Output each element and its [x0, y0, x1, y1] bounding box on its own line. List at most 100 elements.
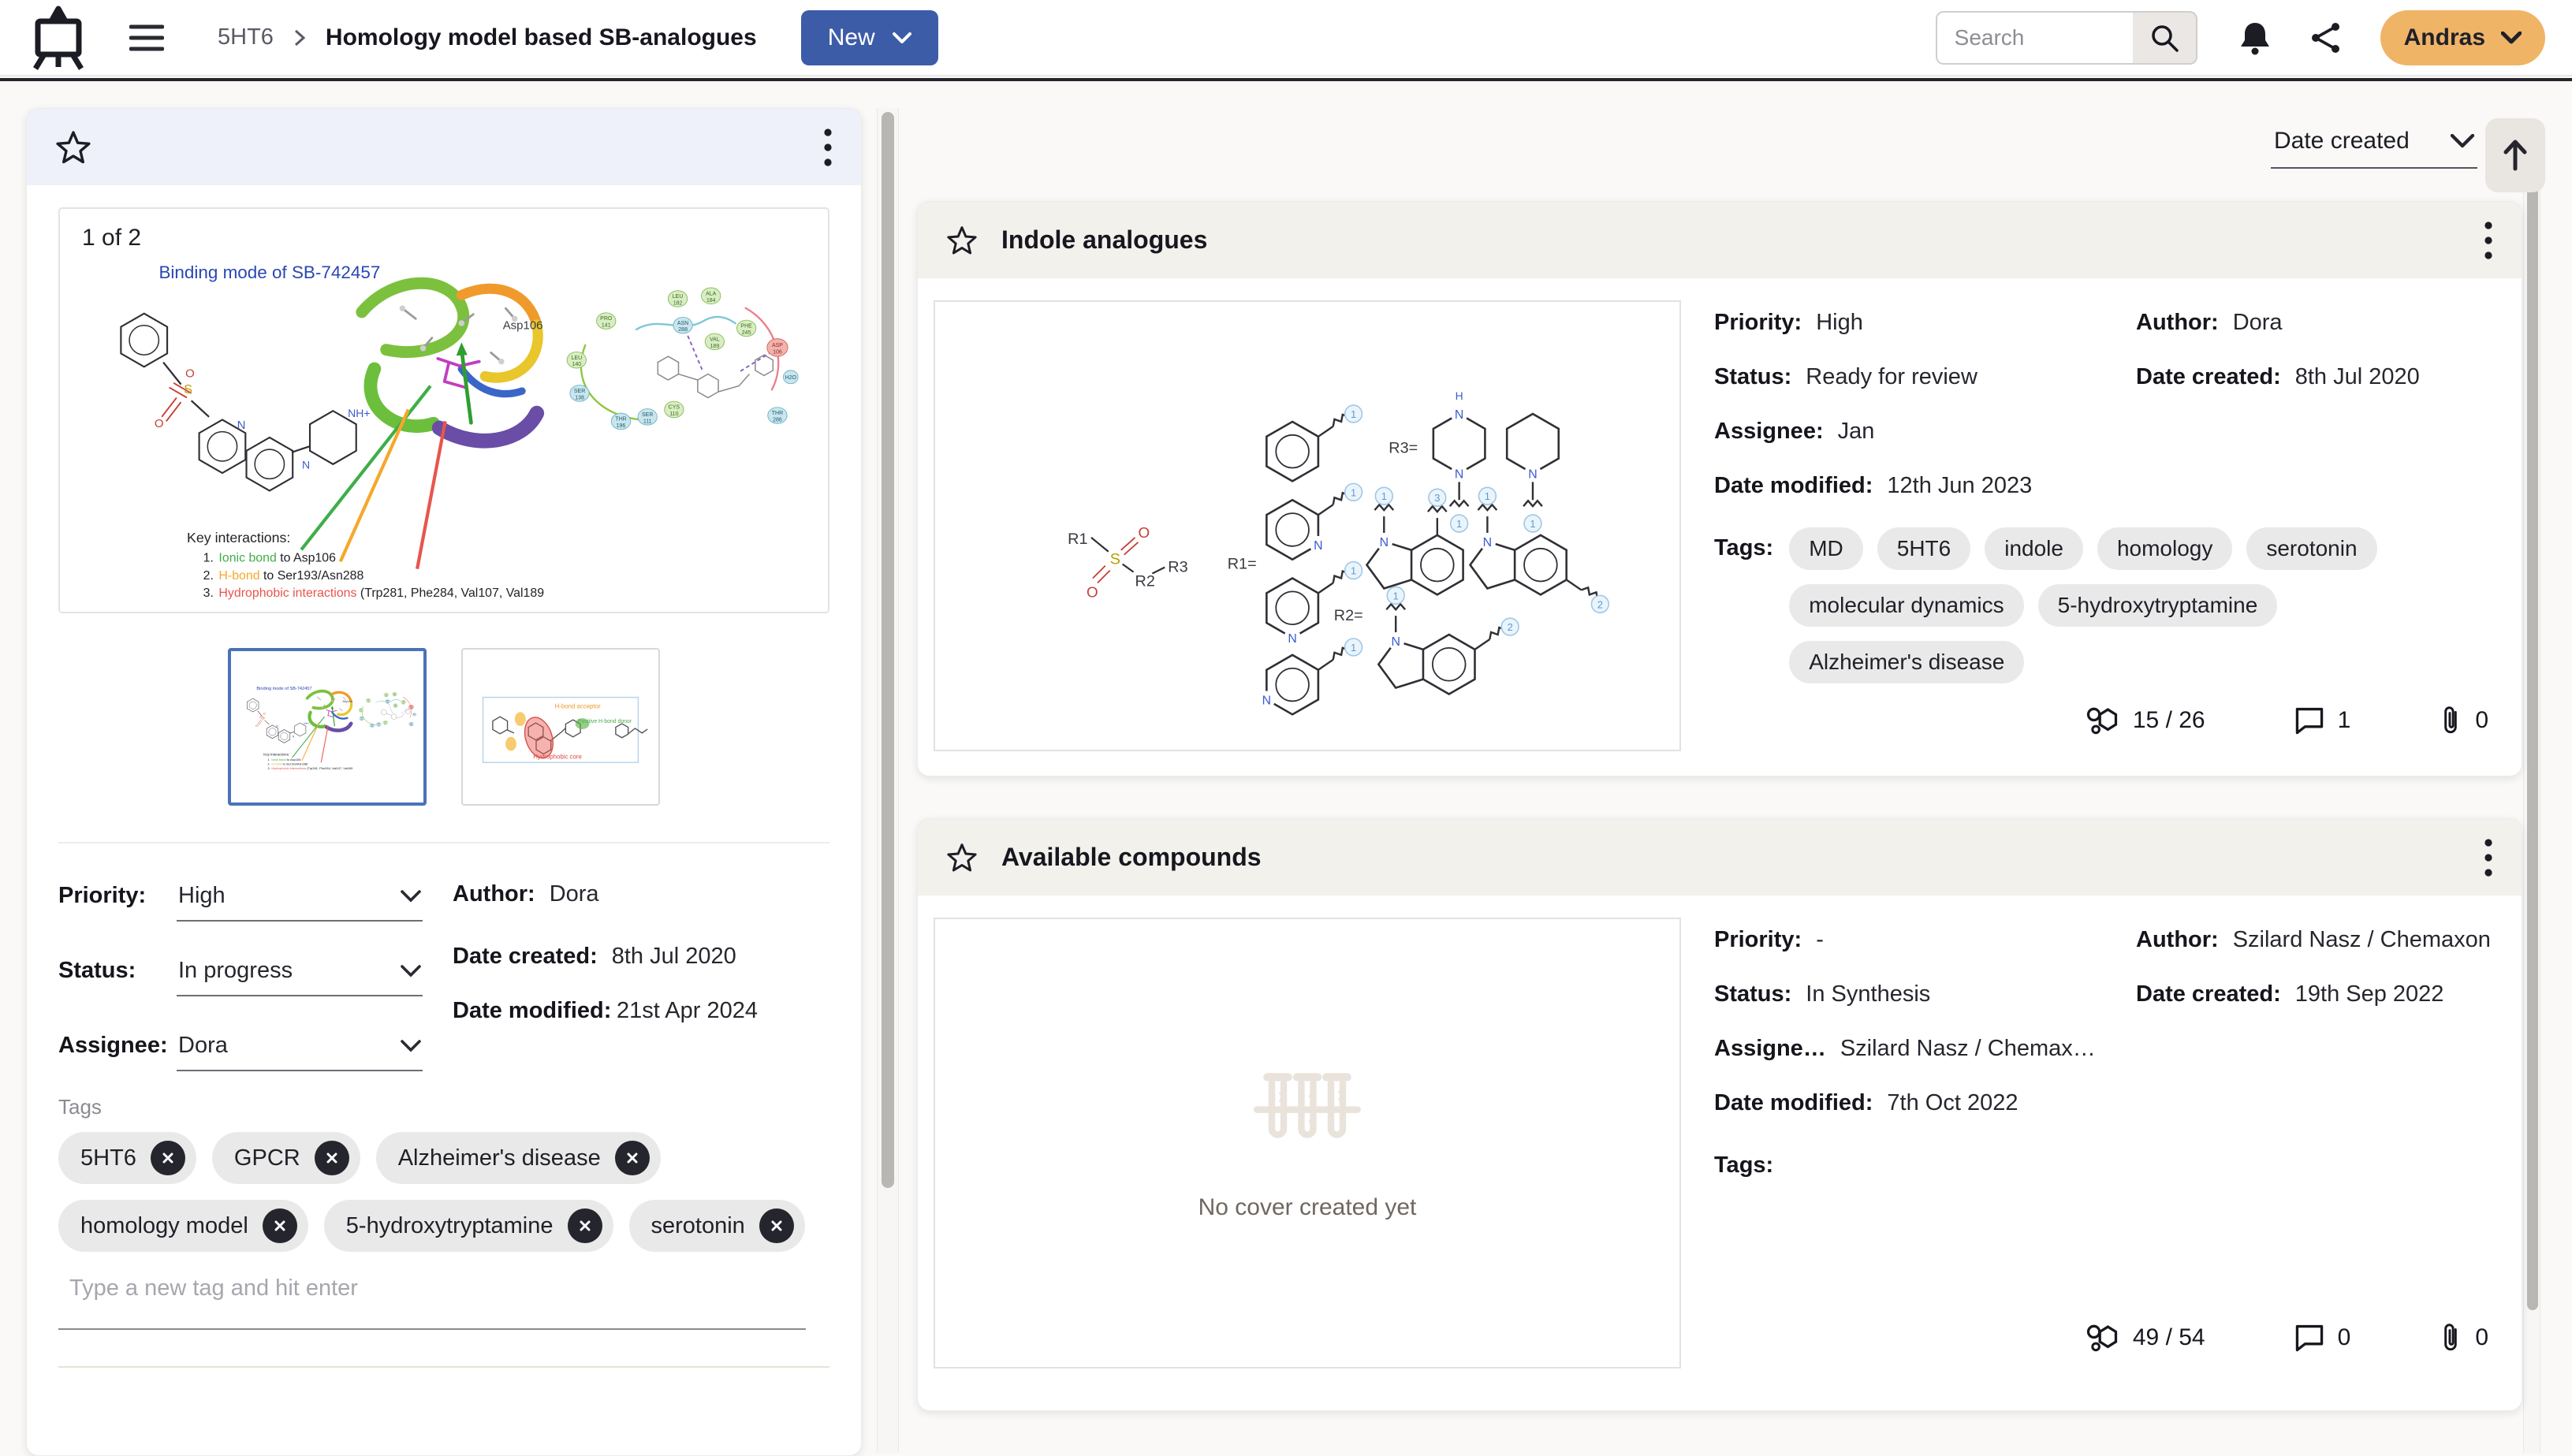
remove-tag-button[interactable]	[314, 1141, 349, 1175]
priority-select[interactable]: High	[177, 878, 423, 922]
comment-icon	[2295, 707, 2323, 735]
project-detail-card: 1 of 2 H-bond acceptor Positive H-bond d…	[26, 108, 862, 1456]
thumbnail-slide-2[interactable]: H-bond acceptor Positive H-bond donor Hy…	[461, 648, 660, 806]
svg-text:R2: R2	[1135, 572, 1155, 590]
star-icon	[56, 130, 91, 163]
favorite-star-button[interactable]	[946, 225, 978, 255]
date-created-row: Date created: 19th Sep 2022	[2136, 981, 2444, 1007]
tag-chip: 5HT6	[58, 1132, 196, 1184]
svg-text:R1: R1	[1068, 531, 1087, 548]
scrollbar-thumb[interactable]	[882, 112, 894, 1188]
comment-icon	[2295, 1324, 2323, 1352]
project-card-header: Indole analogues	[918, 202, 2522, 278]
attachments-count: 0	[2439, 704, 2488, 737]
scrollbar-thumb[interactable]	[2527, 151, 2538, 1310]
tags-label: Tags	[58, 1095, 102, 1119]
favorite-star-button[interactable]	[55, 130, 91, 165]
detail-card-header	[27, 109, 861, 185]
notifications-button[interactable]	[2238, 20, 2272, 56]
thumbnail-1-image	[235, 683, 419, 770]
search-control	[1935, 10, 2197, 65]
tag: MD	[1789, 527, 1863, 570]
comments-count: 0	[2294, 1324, 2350, 1352]
star-icon	[947, 225, 977, 254]
new-tag-input[interactable]	[58, 1268, 806, 1309]
author-row: Author: Dora	[2136, 310, 2283, 335]
menu-hamburger-icon[interactable]	[129, 24, 164, 52]
chevron-down-icon	[2501, 31, 2522, 43]
kebab-menu-icon	[2484, 221, 2492, 259]
paperclip-icon	[2444, 706, 2458, 734]
chevron-down-icon	[401, 889, 421, 903]
svg-text:R3=: R3=	[1389, 440, 1418, 457]
search-icon	[2151, 24, 2179, 52]
left-panel-scrollbar	[877, 108, 899, 1453]
assignee-row: Assignee: Jan	[1714, 419, 1875, 444]
molecules-count: 49 / 54	[2086, 1323, 2205, 1353]
svg-text:H: H	[1456, 389, 1463, 402]
card-menu-kebab-button[interactable]	[2484, 220, 2493, 261]
thumbnail-slide-1[interactable]	[228, 648, 427, 806]
date-modified-row: Date modified: 21st Apr 2024	[453, 998, 758, 1023]
breadcrumb-parent-link[interactable]: 5HT6	[218, 24, 274, 50]
search-button[interactable]	[2132, 10, 2197, 65]
markush-structure-image: R1 S O O R2 R3 R1= N N N R3= N H N	[936, 303, 1679, 749]
no-cover-text: No cover created yet	[1198, 1193, 1417, 1220]
remove-tag-button[interactable]	[262, 1208, 297, 1243]
svg-text:N: N	[1288, 632, 1296, 646]
project-card-title: Indole analogues	[1001, 225, 1208, 254]
detail-selects-column: Priority: High Status: In progress Assig…	[58, 878, 423, 1071]
svg-text:N: N	[1391, 635, 1400, 649]
svg-text:N: N	[1455, 408, 1463, 422]
remove-tag-button[interactable]	[150, 1141, 185, 1175]
svg-text:N: N	[1314, 539, 1322, 553]
svg-text:N: N	[1455, 467, 1463, 481]
svg-text:R1=: R1=	[1228, 556, 1257, 573]
project-card-header: Available compounds	[918, 819, 2522, 896]
status-value: In progress	[178, 958, 293, 983]
share-icon	[2311, 22, 2339, 53]
card-menu-kebab-button[interactable]	[823, 127, 833, 168]
section-divider	[58, 842, 829, 843]
new-button[interactable]: New	[800, 9, 938, 65]
priority-label: Priority:	[58, 883, 147, 908]
author-row: Author: Dora	[453, 881, 599, 907]
share-button[interactable]	[2309, 21, 2343, 54]
project-card-available-compounds[interactable]: Available compounds No cover created yet	[917, 818, 2522, 1411]
breadcrumb: 5HT6 Homology model based SB-analogues	[218, 24, 757, 51]
empty-cover-placeholder: No cover created yet	[934, 918, 1681, 1368]
card-menu-kebab-button[interactable]	[2484, 837, 2493, 878]
slide-binding-mode-image	[71, 253, 812, 600]
remove-tag-button[interactable]	[614, 1141, 650, 1175]
project-card-indole-analogues[interactable]: Indole analogues R1 S O O	[917, 201, 2522, 776]
carousel-counter: 1 of 2	[82, 225, 142, 251]
remove-tag-button[interactable]	[567, 1208, 602, 1243]
tag: 5-hydroxytryptamine	[2037, 584, 2278, 627]
assignee-select[interactable]: Dora	[177, 1028, 423, 1071]
svg-text:R3: R3	[1168, 559, 1187, 576]
molecule-icon	[2086, 707, 2117, 735]
user-menu-button[interactable]: Andras	[2380, 9, 2545, 65]
status-select[interactable]: In progress	[177, 953, 423, 996]
tag: molecular dynamics	[1789, 584, 2024, 627]
card-stats: 15 / 26 1 0	[2086, 704, 2488, 737]
card-stats: 49 / 54 0 0	[2086, 1321, 2488, 1354]
tag-chip: GPCR	[211, 1132, 360, 1184]
app-logo-easel-icon[interactable]	[27, 6, 90, 70]
project-cover-image: R1 S O O R2 R3 R1= N N N R3= N H N	[934, 300, 1681, 751]
favorite-star-button[interactable]	[946, 843, 978, 873]
user-name: Andras	[2403, 24, 2485, 50]
search-input[interactable]	[1935, 10, 2133, 65]
tag-chip: homology model	[58, 1200, 308, 1252]
tag: Alzheimer's disease	[1789, 641, 2025, 683]
star-icon	[947, 843, 977, 871]
tag: indole	[1985, 527, 2083, 570]
comments-count: 1	[2294, 706, 2350, 735]
sort-by-select[interactable]: Date created	[2271, 126, 2477, 169]
svg-text:R2=: R2=	[1334, 607, 1363, 624]
chevron-down-icon	[892, 32, 911, 43]
sort-direction-button[interactable]	[2485, 118, 2545, 192]
thumbnail-2-image: H-bond acceptor Positive H-bond donor Hy…	[463, 650, 658, 803]
breadcrumb-current: Homology model based SB-analogues	[325, 24, 757, 50]
remove-tag-button[interactable]	[759, 1208, 794, 1243]
